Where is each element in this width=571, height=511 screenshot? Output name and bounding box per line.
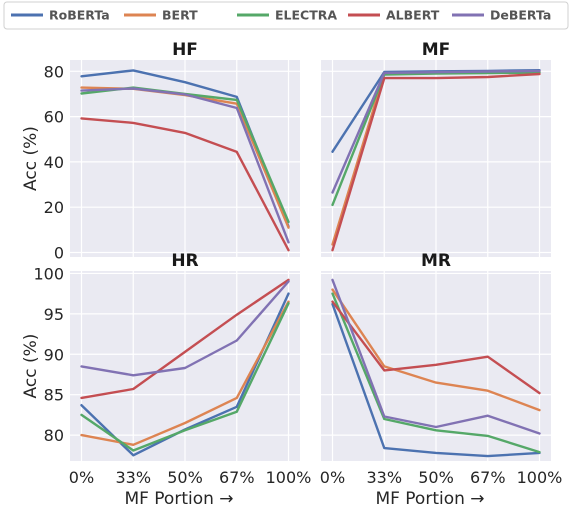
x-axis-label: MF Portion →: [375, 489, 484, 509]
x-tick-label: 33%: [115, 468, 151, 487]
series-line-deberta: [331, 278, 541, 435]
x-tick-label: 100%: [266, 468, 312, 487]
panel-mf: MF: [321, 40, 551, 257]
series-line-electra: [331, 71, 541, 207]
x-tick-label: 100%: [517, 468, 563, 487]
y-tick-label: 0: [54, 243, 64, 262]
series-line-bert: [80, 300, 290, 446]
series-line-deberta: [331, 69, 541, 194]
y-tick-label: 100: [33, 264, 64, 283]
x-tick-label: 0%: [320, 468, 345, 487]
series-line-electra: [331, 292, 541, 454]
legend-label-electra: ELECTRA: [275, 8, 337, 23]
legend-label-deberta: DeBERTa: [490, 8, 551, 23]
series-line-roberta: [331, 302, 541, 458]
panel-mr: 0% 33% 50% 67% 100% MF Portion → MR: [320, 251, 563, 509]
x-tick-label: 0%: [69, 468, 94, 487]
y-tick-label: 90: [44, 345, 64, 364]
legend-label-bert: BERT: [162, 8, 198, 23]
panel-title: HR: [171, 251, 198, 271]
y-tick-label: 20: [44, 198, 64, 217]
x-tick-label: 67%: [470, 468, 506, 487]
y-axis-label: Acc (%): [21, 334, 41, 399]
x-tick-label: 33%: [366, 468, 402, 487]
panel-title: HF: [172, 40, 198, 60]
panel-title: MF: [422, 40, 451, 60]
series-line-deberta: [80, 87, 290, 244]
x-tick-label: 50%: [418, 468, 454, 487]
legend-label-roberta: RoBERTa: [49, 8, 110, 23]
y-tick-label: 40: [44, 153, 64, 172]
y-tick-label: 80: [44, 62, 64, 81]
legend: RoBERTa BERT ELECTRA ALBERT DeBERTa: [3, 1, 569, 30]
panel-title: MR: [421, 251, 451, 271]
series-line-bert: [331, 288, 541, 412]
y-tick-label: 95: [44, 305, 64, 324]
series-line-albert: [80, 278, 290, 400]
x-tick-label: 67%: [219, 468, 255, 487]
y-tick-label: 85: [44, 386, 64, 405]
series-line-deberta: [80, 280, 290, 377]
panel-hr: 80 85 90 95 100 0% 33% 50% 67% 100% MF Portion → Ac…: [21, 251, 311, 509]
y-tick-label: 80: [44, 426, 64, 445]
series-line-albert: [331, 72, 541, 252]
y-axis-label: Acc (%): [21, 126, 41, 191]
legend-label-albert: ALBERT: [386, 8, 440, 23]
series-line-albert: [80, 117, 290, 252]
panels: 0 20 40 60 80 Acc (%) HF MF 80 85 90 95 100 0% 33% 50% 6…: [21, 40, 562, 509]
series-line-albert: [331, 300, 541, 395]
y-tick-label: 60: [44, 108, 64, 127]
legend-frame: [3, 1, 569, 30]
panel-hf: 0 20 40 60 80 Acc (%) HF: [21, 40, 300, 262]
x-axis-label: MF Portion →: [124, 489, 233, 509]
series-line-electra: [80, 302, 290, 452]
x-tick-label: 50%: [167, 468, 203, 487]
